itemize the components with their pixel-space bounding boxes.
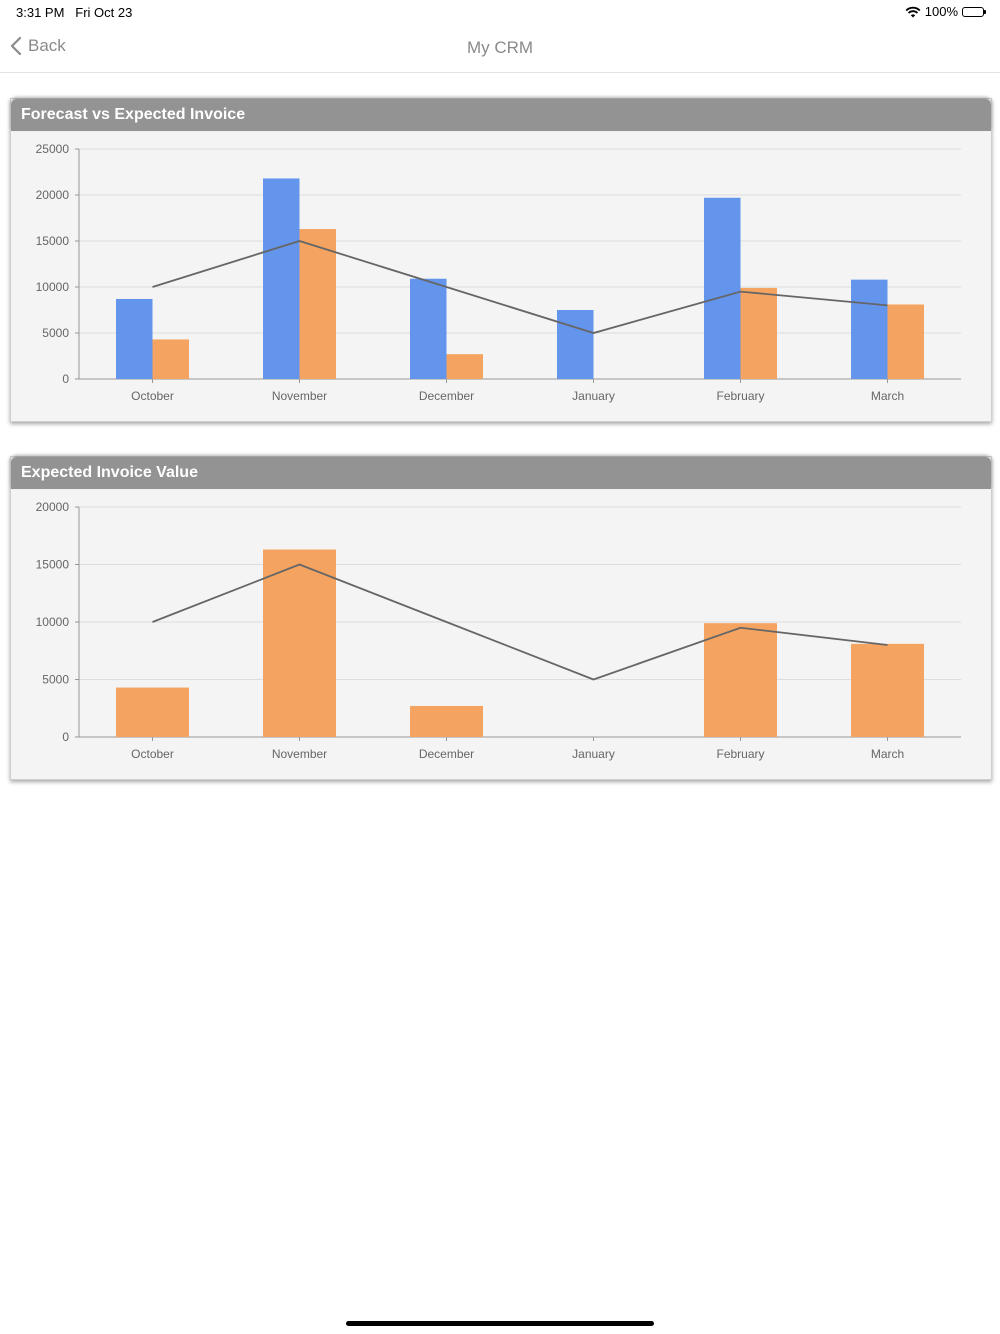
bar xyxy=(704,197,741,379)
x-tick-label: February xyxy=(716,747,764,761)
chart-title: Forecast vs Expected Invoice xyxy=(11,99,991,131)
forecast-vs-expected-chart: 0 5000 10000 15000 20000 25000 October November… xyxy=(36,142,961,403)
status-clock: 3:31 PM xyxy=(16,5,65,20)
y-tick-label: 0 xyxy=(62,730,69,744)
y-tick-label: 20000 xyxy=(36,188,70,202)
status-date: Fri Oct 23 xyxy=(75,5,133,20)
battery-percent: 100% xyxy=(924,4,958,19)
back-label: Back xyxy=(28,36,66,55)
y-tick-label: 10000 xyxy=(36,615,70,629)
bar xyxy=(299,229,336,379)
expected-invoice-chart: 0 5000 10000 15000 20000 October November Decem… xyxy=(36,500,961,761)
bar xyxy=(446,354,483,379)
bar xyxy=(410,278,447,379)
chevron-left-icon xyxy=(10,36,22,56)
status-time: 3:31 PM Fri Oct 23 xyxy=(16,5,132,20)
wifi-icon xyxy=(905,6,921,17)
y-tick-label: 25000 xyxy=(36,142,70,156)
series-line xyxy=(152,563,888,681)
x-tick-label: February xyxy=(716,389,764,403)
bar xyxy=(704,623,777,737)
status-right: 100% xyxy=(905,4,986,19)
x-tick-label: October xyxy=(131,389,174,403)
bar xyxy=(851,279,888,379)
bar xyxy=(410,705,483,737)
x-tick-label: December xyxy=(419,747,474,761)
navigation-bar: Back My CRM xyxy=(0,24,1000,73)
x-tick-label: November xyxy=(272,747,327,761)
bar xyxy=(116,687,189,737)
x-tick-label: March xyxy=(871,747,904,761)
bar xyxy=(887,304,924,379)
bar xyxy=(263,178,300,379)
home-indicator xyxy=(346,1321,654,1326)
y-tick-label: 0 xyxy=(62,372,69,386)
bar xyxy=(851,643,924,737)
x-tick-label: October xyxy=(131,747,174,761)
y-tick-label: 5000 xyxy=(42,673,69,687)
status-bar: 3:31 PM Fri Oct 23 100% xyxy=(0,0,1000,24)
x-tick-label: January xyxy=(572,389,615,403)
x-tick-label: December xyxy=(419,389,474,403)
bar xyxy=(263,549,336,737)
y-tick-label: 20000 xyxy=(36,500,70,514)
y-tick-label: 5000 xyxy=(42,326,69,340)
series-line xyxy=(152,240,888,334)
bar xyxy=(116,298,153,379)
y-tick-label: 15000 xyxy=(36,558,70,572)
x-tick-label: March xyxy=(871,389,904,403)
y-tick-label: 15000 xyxy=(36,234,70,248)
back-button[interactable]: Back xyxy=(10,36,66,56)
battery-icon xyxy=(962,6,986,17)
expected-chart-card: Expected Invoice Value 0 5000 10000 15000 20… xyxy=(10,456,992,780)
x-tick-label: November xyxy=(272,389,327,403)
bar xyxy=(557,310,594,379)
y-tick-label: 10000 xyxy=(36,280,70,294)
forecast-chart-card: Forecast vs Expected Invoice 0 5000 10000 1… xyxy=(10,98,992,422)
page-title: My CRM xyxy=(466,38,534,57)
bar xyxy=(152,339,189,379)
chart-title: Expected Invoice Value xyxy=(11,457,991,489)
bar xyxy=(740,287,777,379)
x-tick-label: January xyxy=(572,747,615,761)
